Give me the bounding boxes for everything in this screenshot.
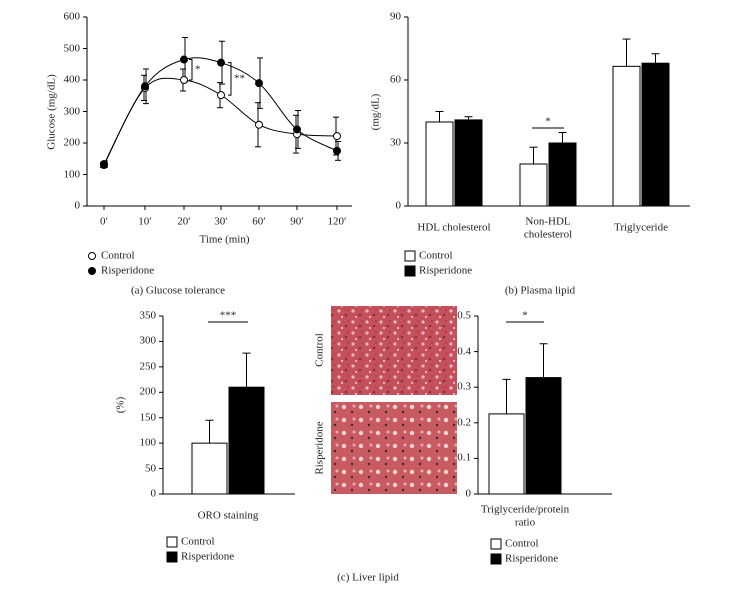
y-tick-label: 0.4 — [457, 345, 471, 358]
point — [333, 132, 341, 141]
x-tick-label: Triglyceride — [614, 221, 668, 234]
point — [180, 76, 188, 84]
significance-label: * — [522, 309, 528, 322]
y-tick-label: 600 — [63, 10, 81, 23]
y-axis-label: (mg/dL) — [369, 93, 382, 130]
point — [141, 82, 149, 91]
legend-label: Risperidone — [419, 264, 473, 277]
legend-label: Control — [101, 249, 135, 262]
bar — [425, 121, 454, 207]
significance-label: *** — [219, 309, 237, 322]
y-tick-label: 0.1 — [457, 452, 471, 465]
y-tick-label: 0.2 — [457, 416, 471, 429]
x-tick-label: 90′ — [290, 215, 304, 228]
y-tick-label: 50 — [145, 462, 156, 475]
caption: (b) Plasma lipid — [504, 284, 576, 297]
significance-bracket — [189, 59, 193, 81]
legend-marker — [404, 265, 416, 277]
legend-label: Control — [181, 535, 215, 548]
caption: (a) Glucose tolerance — [130, 284, 226, 297]
point — [180, 55, 188, 64]
bar — [612, 65, 641, 207]
y-tick-label: 100 — [63, 168, 81, 181]
bar — [488, 413, 525, 495]
bar — [454, 119, 483, 207]
x-tick-label: Non-HDL cholesterol — [523, 215, 573, 240]
legend-label: Risperidone — [101, 264, 155, 277]
y-tick-label: 0.5 — [457, 309, 471, 322]
bar — [191, 442, 228, 495]
x-tick-label: 120′ — [327, 215, 347, 228]
legend-label: Control — [419, 249, 453, 262]
x-tick-label: 10′ — [138, 215, 152, 228]
x-tick-label: 0′ — [100, 215, 108, 228]
legend-label: Control — [505, 537, 539, 550]
y-axis-label: Glucose (mg/dL) — [45, 73, 58, 150]
legend-marker — [88, 267, 96, 275]
curve — [103, 57, 338, 165]
legend-label: Risperidone — [505, 552, 559, 565]
x-axis-label: Time (min) — [199, 233, 250, 246]
y-tick-label: 150 — [139, 411, 157, 424]
bar — [641, 62, 670, 207]
bar — [228, 386, 265, 495]
x-tick-label: HDL cholesterol — [417, 221, 491, 234]
y-tick-label: 100 — [139, 436, 157, 449]
y-tick-label: 0 — [465, 487, 472, 500]
significance-label: ** — [234, 72, 245, 85]
point — [293, 125, 301, 134]
y-tick-label: 200 — [139, 385, 157, 398]
x-tick-label: 30′ — [214, 215, 228, 228]
bar — [548, 142, 577, 207]
y-tick-label: 30 — [390, 136, 401, 149]
x-tick-label: 20′ — [177, 215, 191, 228]
legend-marker — [490, 538, 502, 550]
significance-label: * — [195, 63, 201, 76]
legend-marker — [404, 250, 416, 262]
legend-marker — [166, 551, 178, 563]
y-tick-label: 0.3 — [457, 380, 471, 393]
point — [255, 120, 263, 129]
y-tick-label: 60 — [390, 73, 401, 86]
significance-label: * — [545, 115, 551, 128]
point — [100, 160, 108, 169]
y-tick-label: 250 — [139, 360, 157, 373]
micrograph-label: Control — [313, 333, 326, 367]
y-tick-label: 200 — [63, 136, 81, 149]
y-tick-label: 500 — [63, 42, 81, 55]
y-tick-label: 350 — [139, 309, 157, 322]
bar — [525, 377, 562, 495]
x-tick-label: Triglyceride/protein ratio — [480, 503, 570, 528]
legend-label: Risperidone — [181, 550, 235, 563]
point — [255, 79, 263, 88]
x-tick-label: ORO staining — [197, 509, 259, 522]
point — [217, 58, 225, 67]
legend-marker — [166, 536, 178, 548]
y-tick-label: 0 — [395, 199, 402, 212]
y-axis-label: (%) — [114, 396, 127, 414]
micrograph — [331, 402, 457, 494]
y-tick-label: 90 — [390, 10, 401, 23]
point — [217, 91, 225, 100]
significance-bracket — [228, 62, 232, 96]
legend-marker — [88, 252, 96, 260]
x-tick-label: 60′ — [252, 215, 266, 228]
y-tick-label: 300 — [139, 335, 157, 348]
bar — [519, 163, 548, 207]
y-tick-label: 300 — [63, 105, 81, 118]
micrograph — [331, 306, 457, 395]
micrograph-label: Risperidone — [313, 421, 326, 475]
y-tick-label: 0 — [150, 487, 157, 500]
point — [333, 146, 341, 155]
caption: (c) Liver lipid — [337, 571, 399, 584]
y-tick-label: 400 — [63, 73, 81, 86]
legend-marker — [490, 553, 502, 565]
y-tick-label: 0 — [74, 199, 81, 212]
